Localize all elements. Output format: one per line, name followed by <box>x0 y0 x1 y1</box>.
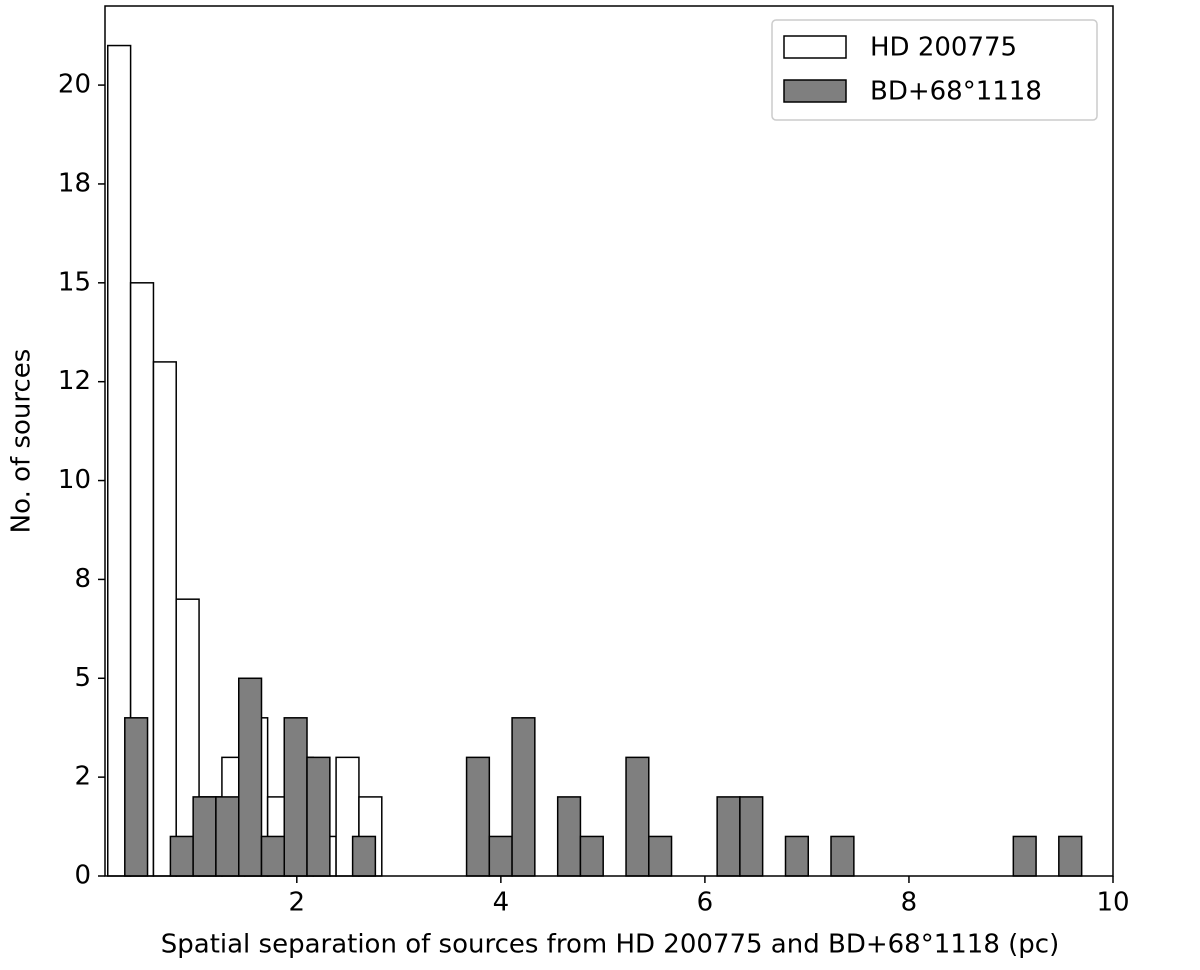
bar <box>488 835 513 877</box>
bar <box>306 756 331 877</box>
bar <box>1012 835 1037 877</box>
bar <box>215 796 240 877</box>
y-tick-label: 10 <box>58 465 91 495</box>
x-tick-label: 6 <box>697 888 714 918</box>
legend-label: HD 200775 <box>870 33 1017 63</box>
bar <box>716 796 741 877</box>
bar <box>579 835 604 877</box>
bar <box>465 756 491 877</box>
legend-label: BD+68°1118 <box>870 77 1042 107</box>
plot-frame <box>104 5 1114 877</box>
bar <box>283 717 308 877</box>
bar <box>152 361 177 877</box>
bar <box>124 717 149 877</box>
y-tick-label: 2 <box>74 762 91 792</box>
y-axis-label: No. of sources <box>7 349 37 534</box>
bar <box>739 796 764 877</box>
y-tick-label: 18 <box>58 168 91 198</box>
bar <box>625 756 650 877</box>
bar <box>784 835 810 877</box>
bar <box>830 835 855 877</box>
y-tick-label: 5 <box>74 663 91 693</box>
bar <box>511 717 536 877</box>
x-tick-label: 4 <box>493 888 510 918</box>
bar <box>192 796 217 877</box>
legend-swatch <box>783 35 847 59</box>
y-tick-label: 8 <box>74 564 91 594</box>
legend-swatch <box>783 79 847 103</box>
bar <box>648 835 673 877</box>
y-tick-label: 20 <box>58 70 91 100</box>
x-tick-label: 2 <box>289 888 306 918</box>
y-tick-label: 0 <box>74 861 91 891</box>
legend-box <box>771 19 1098 121</box>
y-tick-label: 15 <box>58 267 91 297</box>
bar <box>169 835 194 877</box>
bar <box>351 835 377 877</box>
bar <box>1058 835 1083 877</box>
bar <box>238 677 263 877</box>
x-tick-label: 8 <box>901 888 918 918</box>
bar <box>260 835 286 877</box>
x-tick-label: 10 <box>1096 888 1129 918</box>
x-axis-label: Spatial separation of sources from HD 20… <box>161 930 1059 960</box>
bar <box>556 796 582 877</box>
y-tick-label: 12 <box>58 366 91 396</box>
